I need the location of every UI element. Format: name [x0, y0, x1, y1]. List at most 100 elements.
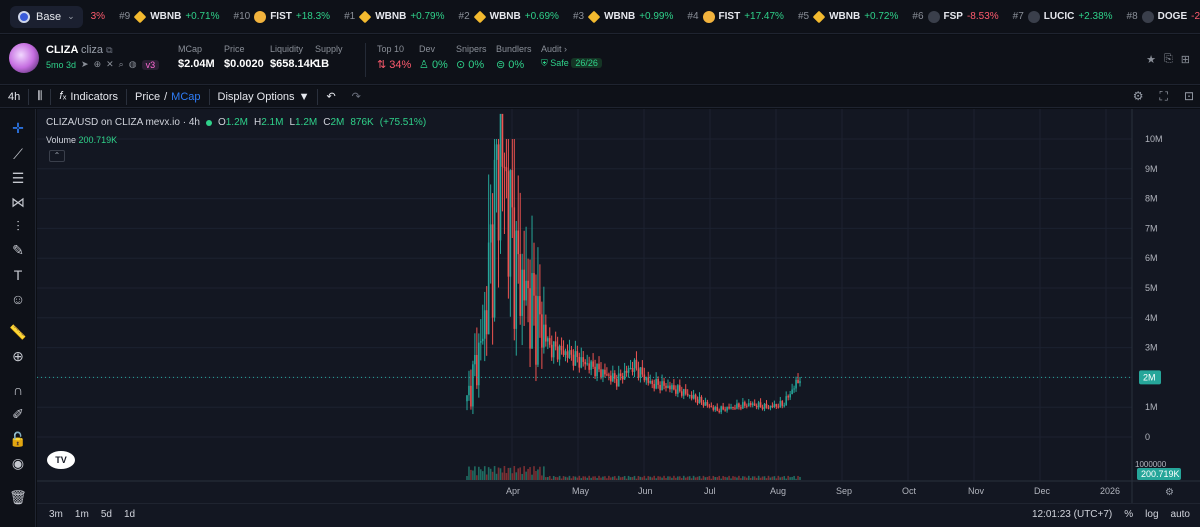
settings-icon[interactable]: ⚙ [1132, 89, 1144, 103]
price-chart[interactable]: 0 1M 2M 3M 4M 5M 6M 7M 8M 9M 10M Apr May Jun Jul Aug Sep… [37, 109, 1200, 527]
price-mcap-toggle[interactable]: Price / MCap [127, 91, 208, 103]
price-toggle[interactable]: Price [135, 90, 161, 103]
volume-bar [755, 477, 758, 480]
horizontal-lines-icon[interactable]: ☰ [11, 170, 25, 186]
display-options-button[interactable]: Display Options ▼ [210, 91, 318, 103]
volume-bar [584, 476, 587, 480]
ticker-item[interactable]: #7 LUCIC +2.38% [1013, 10, 1113, 23]
ticker-item[interactable]: #9 WBNB +0.71% [119, 10, 220, 23]
ticker-item[interactable]: #2 WBNB +0.69% [459, 10, 559, 23]
volume-bar [478, 466, 480, 480]
token-meta-row: 5mo 3d ➤ ⊕ ✕ ⌕ ◍ v3 [46, 59, 160, 70]
expand-icon[interactable]: ⊞ [1180, 54, 1190, 66]
eye-icon[interactable]: ◉ [11, 455, 25, 471]
candle-body [476, 355, 478, 386]
timeframe-5d[interactable]: 5d [100, 509, 112, 520]
fib-icon[interactable]: ⫶ [16, 218, 20, 234]
website-icon[interactable]: ⊕ [93, 59, 102, 69]
candle-body [688, 395, 691, 397]
volume-bar [706, 476, 709, 480]
volume-bar [649, 476, 652, 480]
candle-body [777, 406, 780, 408]
text-icon[interactable]: T [13, 267, 23, 283]
header-actions: ★ ⎘ ⊞ [1146, 53, 1190, 66]
token-ticker: cliza [81, 44, 104, 56]
volume-bar [726, 477, 728, 480]
candle-body [548, 338, 551, 345]
volume-bar [679, 476, 681, 480]
volume-bar [673, 475, 675, 480]
search-icon[interactable]: ⌕ [118, 59, 124, 69]
candle-body [730, 406, 732, 409]
ticker-item[interactable]: #3 WBNB +0.99% [573, 10, 673, 23]
ticker-change: +18.3% [295, 11, 331, 22]
fullscreen-icon[interactable]: ⛶ [1159, 89, 1168, 103]
undo-icon[interactable]: ↶ [326, 91, 336, 103]
volume-bar [730, 478, 732, 480]
candle-body [771, 405, 774, 408]
ticker-symbol: FIST [718, 11, 741, 22]
ruler-icon[interactable]: 📏 [9, 324, 27, 340]
ticker-item[interactable]: #4 FIST +17.47% [687, 10, 784, 23]
camera-icon[interactable]: ⊡ [1183, 89, 1194, 103]
volume-bar [753, 476, 756, 480]
lock-drawing-icon[interactable]: ✐ [12, 406, 24, 422]
timeframe-1m[interactable]: 1m [74, 509, 89, 520]
auto-toggle[interactable]: auto [1170, 509, 1190, 520]
zoom-in-icon[interactable]: ⊕ [12, 348, 24, 364]
trend-line-icon[interactable]: ⟋ [13, 146, 23, 162]
chart-canvas[interactable]: 0 1M 2M 3M 4M 5M 6M 7M 8M 9M 10M Apr May Jun Jul Aug Sep… [37, 109, 1200, 503]
volume-bar [704, 477, 707, 480]
candle-body [716, 406, 719, 411]
x-social-icon[interactable]: ✕ [106, 59, 114, 69]
lock-icon[interactable]: 🔓 [9, 431, 27, 447]
tradingview-logo[interactable]: TV [47, 451, 75, 469]
interval-selector[interactable]: 4h [8, 90, 21, 103]
ticker-symbol: WBNB [829, 11, 861, 22]
candle-body [651, 380, 654, 384]
volume-bar [749, 477, 752, 480]
ticker-item[interactable]: #1 WBNB +0.79% [344, 10, 445, 23]
ticker-item[interactable]: #8 DOGE-2.6% [1127, 10, 1200, 23]
ticker-item[interactable]: #10 FIST +18.3% [234, 10, 331, 23]
telegram-icon[interactable]: ➤ [81, 59, 89, 69]
x-tick-label: Dec [1034, 486, 1051, 496]
timeframe-1d[interactable]: 1d [123, 509, 136, 520]
emoji-icon[interactable]: ☺ [10, 291, 26, 307]
candle-body [543, 324, 545, 348]
token-avatar[interactable] [9, 43, 39, 73]
percent-toggle[interactable]: % [1124, 509, 1134, 520]
stat-audit[interactable]: Audit › ⛨ Safe 26/26 [541, 44, 602, 69]
candle-body [602, 369, 604, 378]
candle-body [742, 402, 744, 409]
candle-body [580, 357, 583, 368]
share-icon[interactable]: ⎘ [1163, 53, 1173, 65]
trash-icon[interactable]: 🗑 [9, 489, 27, 505]
star-icon[interactable]: ★ [1146, 54, 1156, 66]
volume-bar [594, 476, 596, 480]
ticker-item[interactable]: #5 WBNB +0.72% [798, 10, 898, 23]
pattern-icon[interactable]: ⋈ [11, 194, 25, 210]
brush-icon[interactable]: ✎ [12, 242, 24, 258]
log-toggle[interactable]: log [1145, 509, 1159, 520]
ticker-item[interactable]: 3% [91, 11, 105, 22]
timeframe-3m[interactable]: 3m [49, 509, 63, 520]
copy-icon[interactable]: ⧉ [106, 45, 113, 55]
magnet-icon[interactable]: ∩ [12, 382, 24, 398]
ticker-item[interactable]: #6 FSP -8.53% [912, 10, 999, 23]
chain-selector[interactable]: Base ⌄ [10, 5, 83, 28]
indicators-button[interactable]: 𝑓ₓ Indicators [51, 90, 126, 103]
crosshair-icon[interactable]: ✛ [12, 120, 24, 136]
volume-bar [629, 477, 632, 480]
redo-icon[interactable]: ↷ [351, 91, 361, 103]
volume-bar [686, 476, 689, 480]
volume-bar [505, 473, 508, 480]
chart-toolbar-right: ⚙ ⛶ ⊡ [1133, 89, 1194, 104]
collapse-legend-button[interactable]: ⌃ [49, 150, 65, 162]
ohlc-label: H [253, 117, 262, 128]
volume-bar [712, 475, 715, 480]
candle-body [612, 373, 614, 382]
mcap-toggle[interactable]: MCap [171, 90, 201, 103]
candle-type-icon[interactable]: ⫼ [37, 90, 43, 102]
volume-bar [771, 476, 774, 480]
